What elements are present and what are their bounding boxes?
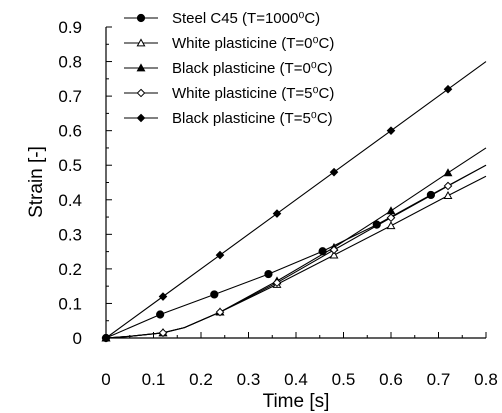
legend: Steel C45 (T=1000⁰C) White plasticine (T=… <box>124 10 334 127</box>
data-point <box>272 278 282 288</box>
x-tick-label: 0.4 <box>284 370 308 389</box>
x-tick-label: 0.5 <box>332 370 356 389</box>
data-point <box>386 221 396 230</box>
data-point <box>443 181 453 191</box>
legend-marker <box>136 88 146 98</box>
y-axis-label: Strain [-] <box>26 146 47 218</box>
series-line <box>105 164 487 339</box>
series-line <box>105 61 487 339</box>
x-tick-label: 0.1 <box>142 370 166 389</box>
data-point <box>386 206 396 215</box>
legend-marker <box>136 113 146 123</box>
y-tick-label: 0.6 <box>58 122 82 141</box>
data-point <box>264 269 273 279</box>
legend-item: White plasticine (T=0⁰C) <box>124 35 334 52</box>
y-tick-label: 0.2 <box>58 260 82 279</box>
series-5 <box>101 61 487 343</box>
legend-item: White plasticine (T=5⁰C) <box>124 85 334 102</box>
data-point <box>329 167 339 177</box>
x-axis-label: Time [s] <box>263 391 330 412</box>
data-point <box>215 250 225 260</box>
x-tick-label: 0.8 <box>474 370 498 389</box>
y-tick-label: 0.9 <box>58 18 82 37</box>
data-point <box>329 250 339 259</box>
x-axis-ticks: 0 0.1 0.2 0.3 0.4 0.5 0.6 0.7 0.8 <box>101 332 498 389</box>
x-tick-label: 0 <box>101 370 110 389</box>
legend-marker <box>136 13 146 23</box>
legend-marker <box>136 63 146 72</box>
legend-label: White plasticine (T=0⁰C) <box>172 35 334 52</box>
series-line <box>105 147 487 339</box>
legend-item: Black plasticine (T=5⁰C) <box>124 110 333 127</box>
legend-item: Black plasticine (T=0⁰C) <box>124 60 333 77</box>
x-tick-label: 0.6 <box>379 370 403 389</box>
y-tick-label: 0.7 <box>58 87 82 106</box>
x-tick-label: 0.7 <box>427 370 451 389</box>
legend-item: Steel C45 (T=1000⁰C) <box>124 10 320 27</box>
y-tick-label: 0 <box>73 329 82 348</box>
legend-marker <box>136 38 146 47</box>
data-point <box>386 213 396 223</box>
y-tick-label: 0.4 <box>58 191 82 210</box>
y-tick-label: 0.3 <box>58 225 82 244</box>
data-point <box>215 307 225 317</box>
legend-label: White plasticine (T=5⁰C) <box>172 85 334 102</box>
legend-label: Steel C45 (T=1000⁰C) <box>172 10 320 27</box>
data-point <box>443 191 453 200</box>
series-line <box>105 164 487 339</box>
data-point <box>210 290 219 299</box>
data-point <box>158 292 168 301</box>
data-point <box>101 333 111 343</box>
data-point <box>386 126 396 135</box>
legend-label: Black plasticine (T=0⁰C) <box>172 60 333 77</box>
data-point <box>443 84 453 94</box>
data-point <box>156 310 165 319</box>
y-tick-label: 0.8 <box>58 53 82 72</box>
x-tick-label: 0.2 <box>189 370 213 389</box>
y-tick-label: 0.5 <box>58 156 82 175</box>
data-point <box>329 245 339 255</box>
data-series <box>101 61 487 343</box>
data-point <box>158 328 168 338</box>
legend-label: Black plasticine (T=5⁰C) <box>172 110 333 127</box>
x-tick-label: 0.3 <box>237 370 261 389</box>
y-tick-label: 0.1 <box>58 294 82 313</box>
data-point <box>443 168 453 177</box>
series-1 <box>101 164 487 343</box>
y-axis-ticks: 0 0.1 0.2 0.3 0.4 0.5 0.6 0.7 0.8 0.9 <box>58 18 112 348</box>
data-point <box>272 209 282 218</box>
